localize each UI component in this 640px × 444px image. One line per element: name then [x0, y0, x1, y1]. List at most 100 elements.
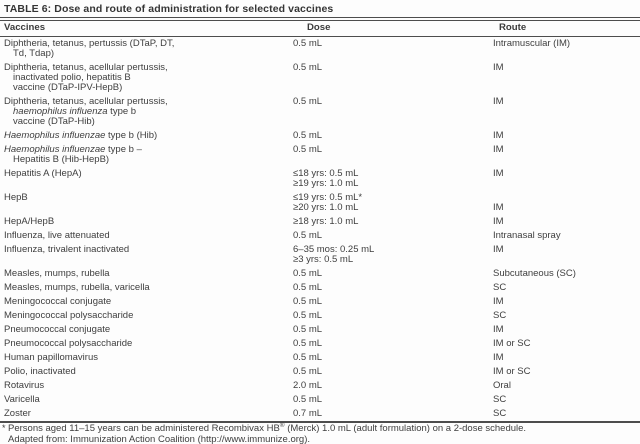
superscript-text: ®: [279, 421, 285, 429]
vaccine-cell: Measles, mumps, rubella: [0, 267, 289, 281]
route-line: IM: [493, 168, 504, 179]
route-line: IM: [493, 144, 504, 155]
dose-cell: 0.5 mL: [289, 61, 487, 95]
vaccine-name-line: Polio, inactivated: [4, 367, 289, 377]
table-body: Diphtheria, tetanus, pertussis (DTaP, DT…: [0, 37, 640, 422]
text-run: Varicella: [4, 394, 40, 405]
route-cell: IM: [487, 243, 640, 267]
header-row: Vaccines Dose Route: [0, 21, 640, 37]
route-line: IM: [493, 216, 504, 227]
table-row: Influenza, trivalent inactivated 6–35 mos…: [0, 243, 640, 267]
route-line: IM: [493, 202, 504, 213]
route-line: SC: [493, 310, 507, 321]
route-cell: Intranasal spray: [487, 229, 640, 243]
table-row: Measles, mumps, rubella, varicella 0.5 mL…: [0, 281, 640, 295]
dose-cell: 0.5 mL: [289, 351, 487, 365]
route-line: IM: [493, 130, 504, 141]
vaccine-cell: Pneumococcal conjugate: [0, 323, 289, 337]
text-run: Diphtheria, tetanus, acellular pertussis…: [4, 62, 168, 73]
vaccine-name-line: Human papillomavirus: [4, 353, 289, 363]
table-row: Pneumococcal polysaccharide 0.5 mL IM or S…: [0, 337, 640, 351]
vaccine-name-line: HepA/HepB: [4, 217, 289, 227]
table-row: Pneumococcal conjugate 0.5 mL IM: [0, 323, 640, 337]
route-line: IM: [493, 62, 504, 73]
text-run: type b (Hib): [105, 130, 158, 141]
dose-cell: 0.5 mL: [289, 337, 487, 351]
text-run: Td, Tdap): [13, 48, 55, 59]
dose-cell: ≤19 yrs: 0.5 mL* ≥20 yrs: 1.0 mL: [289, 191, 487, 215]
dose-cell: ≤18 yrs: 0.5 mL ≥19 yrs: 1.0 mL: [289, 167, 487, 191]
dose-line: ≥3 yrs: 0.5 mL: [293, 254, 354, 265]
vaccine-name-line: Meningococcal polysaccharide: [4, 311, 289, 321]
dose-line: 0.5 mL: [293, 62, 323, 73]
text-run: Meningococcal polysaccharide: [4, 310, 134, 321]
text-run: HepA/HepB: [4, 216, 55, 227]
route-line: SC: [493, 408, 507, 419]
dose-line: ≥18 yrs: 1.0 mL: [293, 216, 359, 227]
dose-line: 0.5 mL: [293, 310, 323, 321]
table-row: Human papillomavirus 0.5 mL IM: [0, 351, 640, 365]
dose-line: 0.5 mL: [293, 230, 323, 241]
dose-cell: 2.0 mL: [289, 379, 487, 393]
route-cell: IM: [487, 191, 640, 215]
dose-line: 6–35 mos: 0.25 mL: [293, 244, 375, 255]
vaccine-table: Vaccines Dose Route Diphtheria, tetanus,…: [0, 21, 640, 421]
vaccine-name-line: Measles, mumps, rubella: [4, 269, 289, 279]
route-line: IM: [493, 296, 504, 307]
text-run: Human papillomavirus: [4, 352, 98, 363]
vaccine-name-line: Haemophilus influenzae type b –: [4, 145, 289, 155]
vaccine-name-line: Hepatitis A (HepA): [4, 169, 289, 179]
footnote-line: Adapted from: Immunization Action Coalit…: [0, 433, 640, 444]
route-line: IM: [493, 244, 504, 255]
route-cell: IM: [487, 167, 640, 191]
route-line: SC: [493, 394, 507, 405]
column-header-vaccines: Vaccines: [0, 21, 289, 37]
dose-line: 2.0 mL: [293, 380, 323, 391]
dose-line: ≤18 yrs: 0.5 mL: [293, 168, 359, 179]
italic-text: Haemophilus influenzae: [4, 130, 106, 141]
route-cell: IM: [487, 61, 640, 95]
dose-line: 0.5 mL: [293, 352, 323, 363]
vaccine-cell: Influenza, trivalent inactivated: [0, 243, 289, 267]
table-row: Hepatitis A (HepA) ≤18 yrs: 0.5 mL ≥19 yrs…: [0, 167, 640, 191]
text-run: HepB: [4, 192, 28, 203]
route-cell: IM: [487, 95, 640, 129]
dose-line: 0.5 mL: [293, 394, 323, 405]
footnotes: * Persons aged 11–15 years can be adminis…: [0, 421, 640, 444]
text-run: Rotavirus: [4, 380, 45, 391]
vaccine-name-line: Varicella: [4, 395, 289, 405]
route-cell: IM or SC: [487, 365, 640, 379]
text-run: Hepatitis B (Hib-HepB): [13, 154, 110, 165]
table-title: TABLE 6: Dose and route of administratio…: [4, 3, 334, 15]
route-line: Oral: [493, 380, 511, 391]
text-run: (Merck) 1.0 mL (adult formulation) on a …: [284, 423, 527, 434]
dose-cell: 0.5 mL: [289, 95, 487, 129]
vaccine-name-line: inactivated polio, hepatitis B: [4, 73, 289, 83]
vaccine-cell: Measles, mumps, rubella, varicella: [0, 281, 289, 295]
vaccine-name-line: HepB: [4, 193, 289, 203]
table-row: Rotavirus 2.0 mL Oral: [0, 379, 640, 393]
column-header-route: Route: [487, 21, 640, 37]
text-run: Measles, mumps, rubella, varicella: [4, 282, 150, 293]
table-row: HepB ≤19 yrs: 0.5 mL* ≥20 yrs: 1.0 mL IM: [0, 191, 640, 215]
text-run: Adapted from: Immunization Action Coalit…: [8, 433, 311, 444]
vaccine-cell: Pneumococcal polysaccharide: [0, 337, 289, 351]
table-row: Meningococcal polysaccharide 0.5 mL SC: [0, 309, 640, 323]
table-row: Meningococcal conjugate 0.5 mL IM: [0, 295, 640, 309]
dose-cell: 0.5 mL: [289, 281, 487, 295]
route-line: IM: [493, 352, 504, 363]
vaccine-name-line: Diphtheria, tetanus, acellular pertussis…: [4, 97, 289, 107]
vaccine-name-line: vaccine (DTaP-IPV-HepB): [4, 83, 289, 93]
vaccine-cell: Diphtheria, tetanus, acellular pertussis…: [0, 61, 289, 95]
vaccine-name-line: Influenza, trivalent inactivated: [4, 245, 289, 255]
vaccine-name-line: Influenza, live attenuated: [4, 231, 289, 241]
route-line: Subcutaneous (SC): [493, 268, 576, 279]
dose-line: 0.5 mL: [293, 366, 323, 377]
text-run: type b: [107, 106, 137, 117]
vaccine-name-line: Haemophilus influenzae type b (Hib): [4, 131, 289, 141]
table-bottom-rule: [0, 421, 640, 423]
vaccine-name-line: Pneumococcal polysaccharide: [4, 339, 289, 349]
vaccine-cell: Polio, inactivated: [0, 365, 289, 379]
dose-line: 0.5 mL: [293, 96, 323, 107]
